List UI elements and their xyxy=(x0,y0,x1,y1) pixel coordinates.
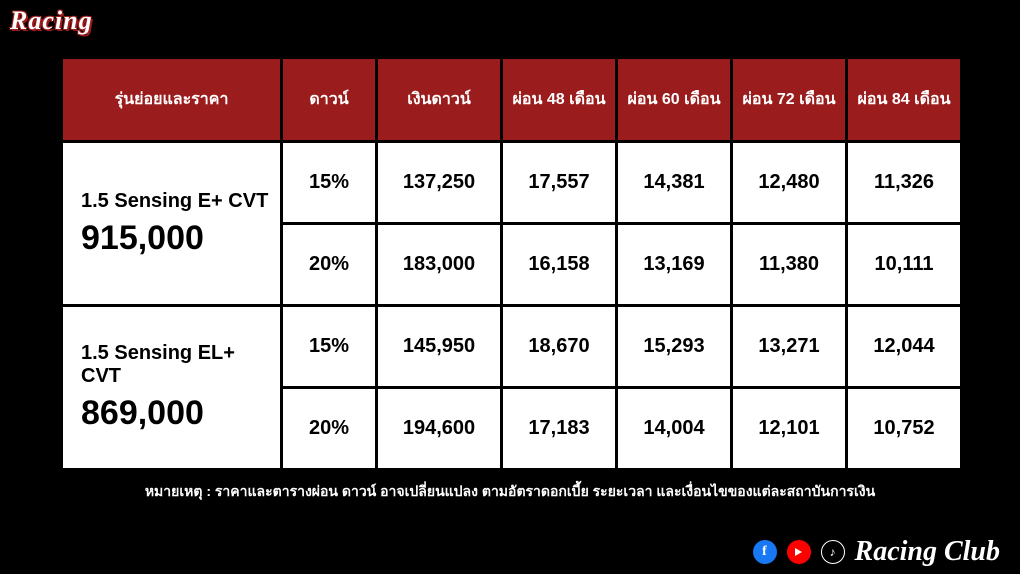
cell-72m: 12,480 xyxy=(732,142,847,224)
model-name: 1.5 Sensing EL+ CVT xyxy=(81,342,274,388)
table-header-row: รุ่นย่อยและราคา ดาวน์ เงินดาวน์ ผ่อน 48 … xyxy=(62,58,962,142)
cell-48m: 17,183 xyxy=(502,388,617,470)
table-row: 1.5 Sensing EL+ CVT 869,000 15% 145,950 … xyxy=(62,306,962,388)
tiktok-icon[interactable]: ♪ xyxy=(821,540,845,564)
model-cell: 1.5 Sensing E+ CVT 915,000 xyxy=(62,142,282,306)
cell-84m: 10,111 xyxy=(847,224,962,306)
cell-72m: 12,101 xyxy=(732,388,847,470)
cell-down-amt: 194,600 xyxy=(377,388,502,470)
cell-48m: 17,557 xyxy=(502,142,617,224)
cell-72m: 11,380 xyxy=(732,224,847,306)
cell-60m: 14,381 xyxy=(617,142,732,224)
footer-brand-text: Racing Club xyxy=(855,536,1000,568)
cell-down-amt: 183,000 xyxy=(377,224,502,306)
youtube-icon[interactable] xyxy=(787,540,811,564)
cell-60m: 14,004 xyxy=(617,388,732,470)
col-header-down: ดาวน์ xyxy=(282,58,377,142)
brand-logo: Racing xyxy=(10,6,93,36)
cell-down-amt: 137,250 xyxy=(377,142,502,224)
cell-down-pct: 20% xyxy=(282,388,377,470)
cell-84m: 10,752 xyxy=(847,388,962,470)
col-header-model: รุ่นย่อยและราคา xyxy=(62,58,282,142)
model-name: 1.5 Sensing E+ CVT xyxy=(81,190,274,213)
facebook-icon[interactable]: f xyxy=(753,540,777,564)
col-header-downpayment: เงินดาวน์ xyxy=(377,58,502,142)
pricing-table: รุ่นย่อยและราคา ดาวน์ เงินดาวน์ ผ่อน 48 … xyxy=(60,56,963,471)
col-header-48m: ผ่อน 48 เดือน xyxy=(502,58,617,142)
col-header-84m: ผ่อน 84 เดือน xyxy=(847,58,962,142)
table-row: 1.5 Sensing E+ CVT 915,000 15% 137,250 1… xyxy=(62,142,962,224)
pricing-table-container: รุ่นย่อยและราคา ดาวน์ เงินดาวน์ ผ่อน 48 … xyxy=(60,56,960,503)
model-price: 915,000 xyxy=(81,219,274,258)
cell-down-amt: 145,950 xyxy=(377,306,502,388)
cell-84m: 12,044 xyxy=(847,306,962,388)
cell-48m: 16,158 xyxy=(502,224,617,306)
cell-48m: 18,670 xyxy=(502,306,617,388)
cell-60m: 15,293 xyxy=(617,306,732,388)
col-header-72m: ผ่อน 72 เดือน xyxy=(732,58,847,142)
cell-down-pct: 15% xyxy=(282,142,377,224)
cell-down-pct: 15% xyxy=(282,306,377,388)
model-cell: 1.5 Sensing EL+ CVT 869,000 xyxy=(62,306,282,470)
cell-60m: 13,169 xyxy=(617,224,732,306)
cell-72m: 13,271 xyxy=(732,306,847,388)
footer: f ♪ Racing Club xyxy=(753,536,1000,568)
footnote-text: หมายเหตุ : ราคาและตารางผ่อน ดาวน์ อาจเปล… xyxy=(60,481,960,503)
col-header-60m: ผ่อน 60 เดือน xyxy=(617,58,732,142)
cell-down-pct: 20% xyxy=(282,224,377,306)
cell-84m: 11,326 xyxy=(847,142,962,224)
model-price: 869,000 xyxy=(81,394,274,433)
